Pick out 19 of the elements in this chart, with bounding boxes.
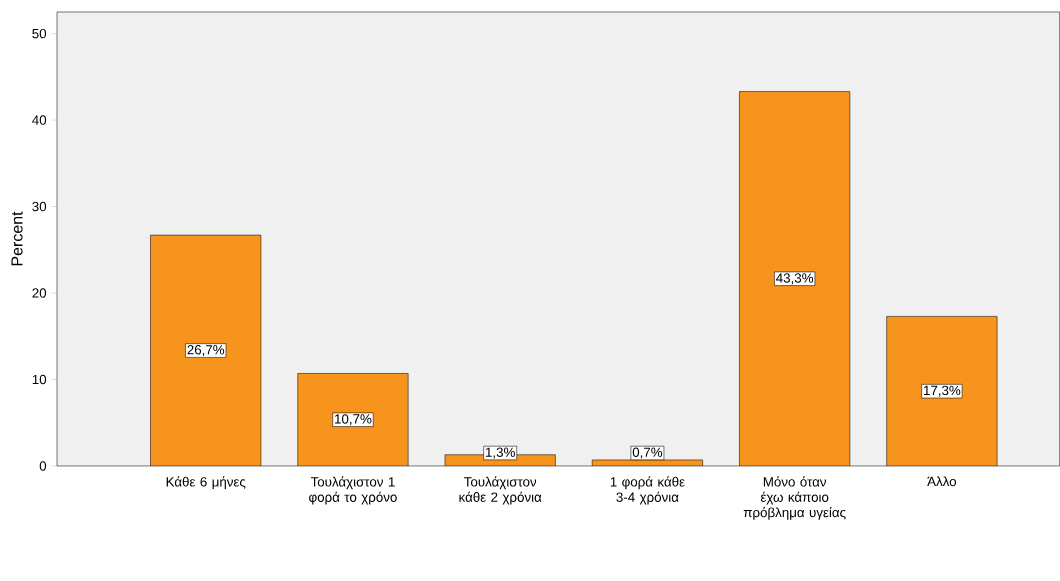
- x-tick-label: Κάθε 6 μήνες: [166, 476, 246, 490]
- y-tick-label: 0: [39, 461, 47, 471]
- x-tick-label: 1 φορά κάθε 3-4 χρόνια: [610, 476, 685, 505]
- y-tick-label: 10: [32, 374, 47, 385]
- data-label: 10,7%: [335, 414, 372, 426]
- y-tick-label: 20: [32, 288, 47, 298]
- y-tick-label: 40: [32, 115, 47, 125]
- y-axis-title: Percent: [11, 211, 23, 266]
- x-tick-label: Τουλάχιστον κάθε 2 χρόνια: [459, 476, 542, 505]
- x-tick-label: Μόνο όταν έχω κάποιο πρόβλημα υγείας: [743, 476, 846, 520]
- x-tick-label: Τουλάχιστον 1 φορά το χρόνο: [309, 476, 397, 505]
- data-label: 17,3%: [924, 385, 961, 397]
- data-label: 0,7%: [632, 447, 663, 459]
- y-tick-label: 50: [32, 28, 47, 39]
- data-label: 26,7%: [187, 345, 225, 357]
- data-label: 43,3%: [776, 273, 814, 285]
- y-tick-label: 30: [32, 201, 47, 212]
- x-tick-label: Άλλο: [927, 476, 957, 487]
- data-label: 1,3%: [486, 447, 515, 459]
